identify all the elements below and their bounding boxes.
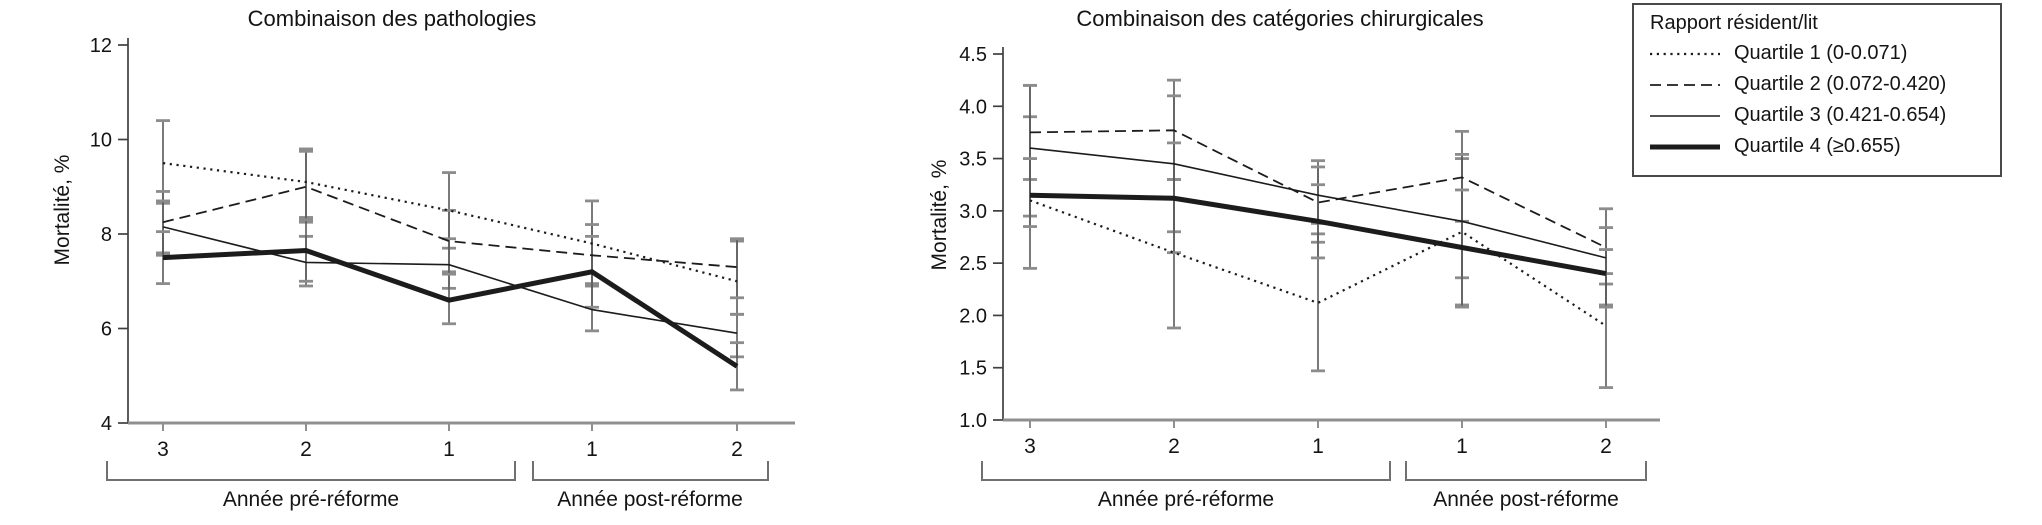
y-tick-label: 3.5 [959, 149, 987, 171]
x-tick-label: 1 [443, 438, 455, 461]
left-pre-reform-label: Année pré-réforme [222, 488, 400, 511]
x-tick-label: 1 [1456, 435, 1468, 458]
y-tick-label: 2.0 [959, 305, 987, 327]
right-post-reform-label: Année post-réforme [1433, 488, 1619, 511]
quartile-2-line-sample-icon [1650, 83, 1720, 86]
quartile-3-line-sample-icon [1650, 114, 1720, 117]
group-bracket [532, 461, 769, 481]
x-tick-label: 2 [300, 438, 312, 461]
left-chart-title: Combinaison des pathologies [247, 6, 537, 31]
legend-item-quartile-1: Quartile 1 (0-0.071) [1650, 38, 2000, 69]
x-tick-label: 1 [1312, 435, 1324, 458]
legend-item-quartile-3: Quartile 3 (0.421-0.654) [1650, 100, 2000, 131]
group-bracket [981, 461, 1391, 481]
chart-1: 1.0 1.5 2.0 2.5 3.0 3.5 4.0 4.5 3 2 1 1 2 [959, 44, 1660, 481]
legend-item-quartile-2: Quartile 2 (0.072-0.420) [1650, 69, 2000, 100]
y-tick-label: 12 [90, 35, 112, 57]
legend-title: Rapport résident/lit [1650, 12, 1818, 34]
y-tick-label: 10 [90, 130, 112, 152]
y-tick-label: 3.0 [959, 201, 987, 223]
quartile-1-line-sample-icon [1650, 52, 1720, 55]
y-tick-label: 1.0 [959, 410, 987, 432]
y-tick-label: 2.5 [959, 253, 987, 275]
y-tick-label: 1.5 [959, 358, 987, 380]
x-tick-label: 2 [731, 438, 743, 461]
group-bracket [1405, 461, 1647, 481]
legend-item-label: Quartile 1 (0-0.071) [1734, 42, 1908, 64]
y-tick-label: 4 [101, 413, 112, 435]
x-tick-label: 2 [1168, 435, 1180, 458]
y-tick-label: 6 [101, 319, 112, 341]
left-post-reform-label: Année post-réforme [557, 488, 743, 511]
series-line [1029, 199, 1607, 327]
right-chart-title: Combinaison des catégories chirurgicales [1076, 6, 1484, 31]
legend-item-quartile-4: Quartile 4 (≥0.655) [1650, 131, 2000, 162]
series-line [1029, 147, 1607, 259]
right-y-axis-label: Mortalité, % [928, 159, 951, 271]
x-tick-label: 2 [1600, 435, 1612, 458]
legend-item-label: Quartile 3 (0.421-0.654) [1734, 104, 1947, 126]
left-y-axis-label: Mortalité, % [51, 154, 74, 266]
y-tick-label: 8 [101, 224, 112, 246]
legend-item-label: Quartile 2 (0.072-0.420) [1734, 73, 1947, 95]
legend-box: Rapport résident/lit Quartile 1 (0-0.071… [1632, 3, 2002, 177]
y-tick-label: 4.0 [959, 96, 987, 118]
x-tick-label: 1 [586, 438, 598, 461]
x-tick-label: 3 [1024, 435, 1036, 458]
y-tick-label: 4.5 [959, 44, 987, 66]
series-line [1029, 192, 1607, 277]
series-line [162, 162, 738, 283]
series-line [162, 247, 739, 369]
group-bracket [106, 461, 516, 481]
right-pre-reform-label: Année pré-réforme [1097, 488, 1275, 511]
series-line [162, 226, 738, 334]
quartile-4-line-sample-icon [1650, 144, 1720, 149]
legend-item-label: Quartile 4 (≥0.655) [1734, 135, 1901, 157]
x-tick-label: 3 [157, 438, 169, 461]
